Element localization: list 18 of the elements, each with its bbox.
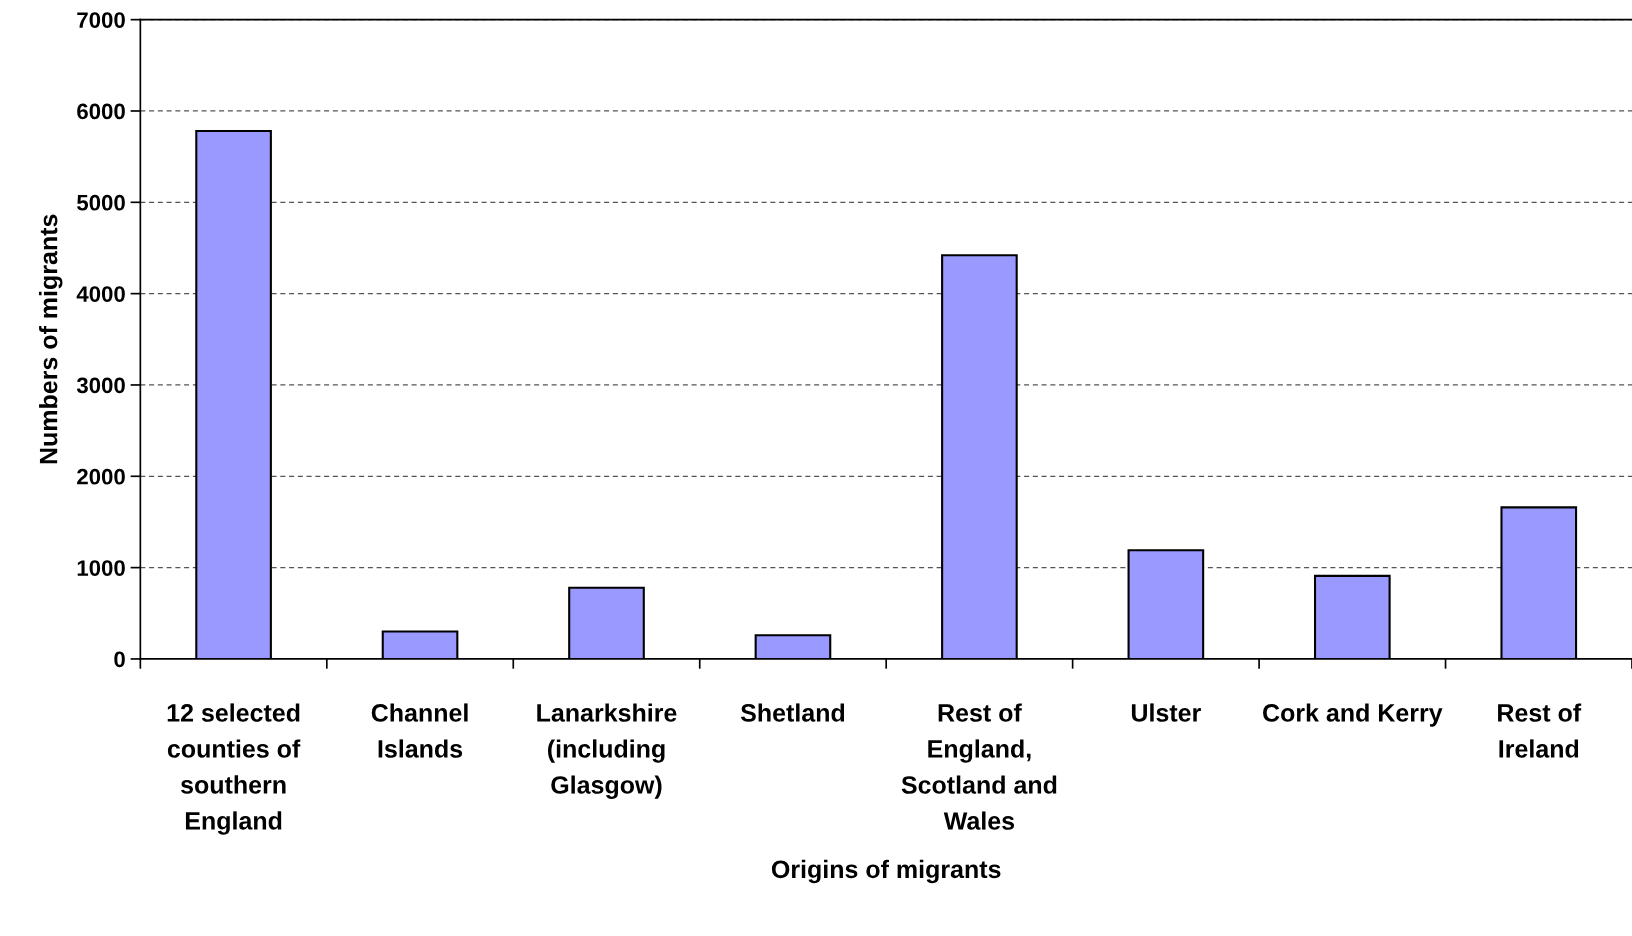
x-tick-label: 12 selected counties of southern England: [167, 703, 301, 835]
y-tick-label: 6000: [77, 103, 125, 120]
x-tick-label: Rest of Ireland: [1498, 703, 1582, 758]
x-tick-label: Cork and Kerry: [1263, 703, 1443, 727]
x-tick-label: Rest of England, Scotland and Wales: [901, 703, 1057, 830]
y-tick-label: 7000: [77, 12, 125, 28]
y-tick-label: 1000: [77, 560, 125, 576]
y-tick-label: 4000: [76, 286, 125, 302]
x-tick-label: Ulster: [1131, 703, 1201, 722]
y-axis-title: Numbers of migrants: [39, 214, 63, 464]
x-tick-label: Shetland: [740, 703, 845, 722]
x-tick-label: Lanarkshire (including Glasgow): [537, 703, 677, 799]
y-tick-label: 0: [114, 651, 125, 668]
y-tick-label: 3000: [76, 377, 125, 394]
y-tick-label: 2000: [77, 468, 125, 485]
x-tick-label: Channel Islands: [371, 703, 468, 758]
x-axis-title: Origins of migrants: [771, 859, 1001, 884]
y-tick-label: 5000: [77, 194, 125, 211]
